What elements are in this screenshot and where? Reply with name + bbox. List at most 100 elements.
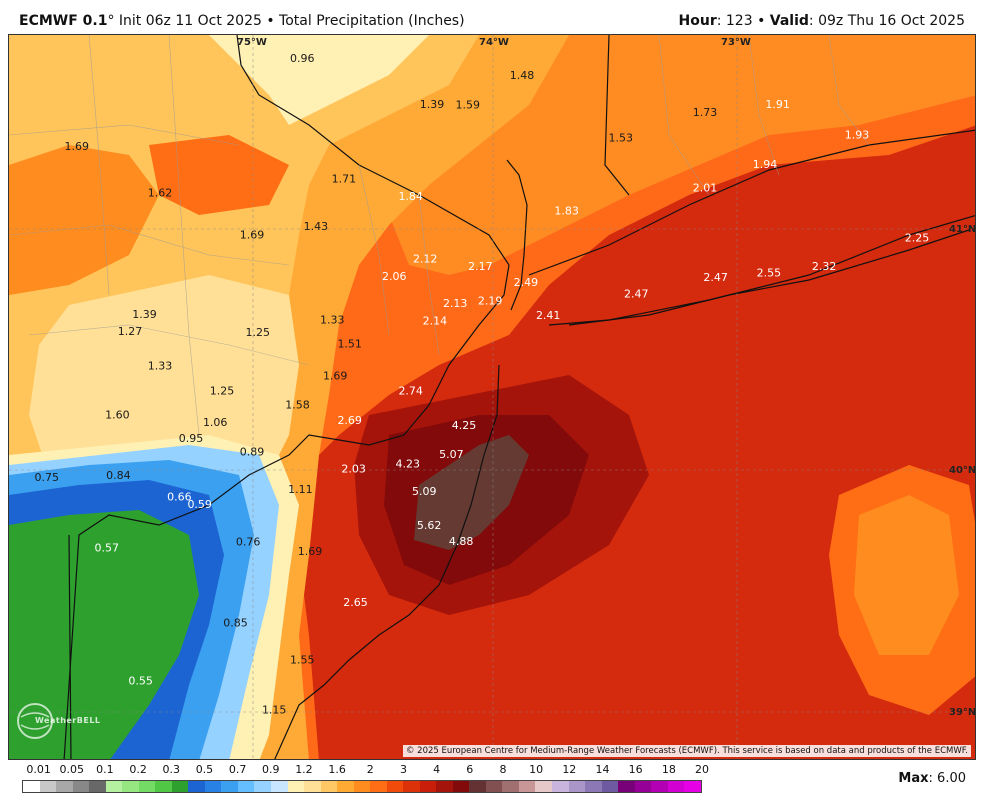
colorbar-tick-label: 4 bbox=[433, 763, 441, 776]
colorbar-swatch bbox=[188, 781, 205, 792]
field-orange-north bbox=[149, 135, 289, 215]
hudson-river bbox=[506, 159, 528, 311]
colorbar-swatch bbox=[89, 781, 106, 792]
point-value-label: 1.69 bbox=[65, 140, 90, 153]
delaware-river bbox=[63, 264, 510, 759]
point-value-label: 1.69 bbox=[323, 370, 348, 383]
point-value-label: 1.69 bbox=[298, 545, 323, 558]
point-value-label: 1.83 bbox=[554, 205, 579, 218]
lon-label-74w: 74°W bbox=[479, 37, 509, 48]
point-value-label: 2.12 bbox=[413, 253, 438, 266]
point-value-label: 1.43 bbox=[304, 220, 329, 233]
colorbar-swatch bbox=[72, 781, 90, 792]
init-description: Init 06z 11 Oct 2025 • Total Precipitati… bbox=[114, 13, 465, 29]
colorbar-swatch bbox=[568, 781, 586, 792]
colorbar-swatch bbox=[651, 781, 668, 792]
point-value-label: 1.62 bbox=[148, 187, 173, 200]
point-value-label: 5.62 bbox=[417, 519, 442, 532]
point-value-label: 1.73 bbox=[693, 106, 718, 119]
point-value-label: 0.84 bbox=[106, 469, 131, 482]
point-value-label: 2.14 bbox=[423, 314, 448, 327]
colorbar-swatch bbox=[353, 781, 371, 792]
point-value-label: 0.55 bbox=[128, 674, 153, 687]
logo-globe-icon bbox=[17, 703, 53, 739]
point-value-label: 2.47 bbox=[703, 271, 728, 284]
colorbar-tick-label: 0.3 bbox=[162, 763, 181, 776]
colorbar-swatch bbox=[386, 781, 404, 792]
lat-label-40n: 40°N bbox=[949, 465, 976, 476]
graticule-labels: 75°W 74°W 73°W 41°N 40°N 39°N bbox=[237, 37, 976, 718]
county-lines bbox=[9, 35, 870, 436]
colorbar-swatch bbox=[618, 781, 635, 792]
lat-label-41n: 41°N bbox=[949, 224, 976, 235]
state-border-ny-ct bbox=[604, 35, 630, 196]
field-brown bbox=[414, 435, 529, 550]
lat-label-39n: 39°N bbox=[949, 707, 976, 718]
colorbar-tick-label: 0.7 bbox=[228, 763, 247, 776]
point-value-label: 2.47 bbox=[624, 288, 649, 301]
colorbar-swatch bbox=[585, 781, 602, 792]
precipitation-map[interactable]: 75°W 74°W 73°W 41°N 40°N 39°N 0.96 1.48 1.… bbox=[8, 34, 976, 760]
colorbar-swatch bbox=[287, 781, 305, 792]
logo-text: WeatherBELL bbox=[35, 716, 101, 725]
colorbar-tick-label: 20 bbox=[695, 763, 709, 776]
colorbar-tick-label: 8 bbox=[499, 763, 507, 776]
field-orange-west bbox=[9, 145, 159, 295]
colorbar-tick-label: 10 bbox=[529, 763, 544, 776]
colorbar-swatch bbox=[254, 781, 271, 792]
colorbar-swatch bbox=[23, 781, 40, 792]
point-value-label: 1.39 bbox=[420, 98, 445, 111]
max-value-readout: Max: 6.00 bbox=[898, 771, 966, 786]
copyright-notice: © 2025 European Centre for Medium-Range … bbox=[402, 745, 971, 757]
point-value-label: 2.41 bbox=[536, 309, 561, 322]
point-value-label: 1.91 bbox=[765, 98, 790, 111]
colorbar-swatch bbox=[237, 781, 255, 792]
colorbar-tick-label: 12 bbox=[562, 763, 577, 776]
colorbar-swatch bbox=[535, 781, 552, 792]
colorbar-swatch bbox=[370, 781, 387, 792]
point-value-label: 5.09 bbox=[412, 485, 437, 498]
colorbar-tick-label: 6 bbox=[466, 763, 474, 776]
point-value-label: 1.39 bbox=[132, 308, 157, 321]
point-value-label: 4.25 bbox=[452, 419, 477, 432]
point-value-labels: 0.96 1.48 1.39 1.59 1.73 1.91 1.53 1.93 1.69 1.94… bbox=[35, 52, 930, 716]
lon-label-75w: 75°W bbox=[237, 37, 267, 48]
colorbar-swatch bbox=[155, 781, 172, 792]
field-green bbox=[9, 510, 199, 759]
point-value-label: 1.06 bbox=[203, 416, 228, 429]
point-value-label: 2.19 bbox=[478, 295, 503, 308]
point-value-label: 2.65 bbox=[343, 596, 368, 609]
colorbar-swatch bbox=[452, 781, 470, 792]
point-value-label: 1.48 bbox=[510, 69, 535, 82]
field-amber-east bbox=[854, 495, 959, 655]
point-value-label: 1.25 bbox=[210, 385, 235, 398]
state-border-ny-nj bbox=[236, 35, 510, 266]
nj-coast bbox=[274, 364, 500, 759]
colorbar-swatch bbox=[56, 781, 73, 792]
point-value-label: 1.25 bbox=[246, 326, 271, 339]
colorbar-swatch bbox=[204, 781, 222, 792]
colorbar-tick-label: 2 bbox=[366, 763, 374, 776]
point-value-label: 1.33 bbox=[148, 359, 173, 372]
point-value-label: 1.33 bbox=[320, 314, 345, 327]
colorbar-swatch bbox=[436, 781, 453, 792]
colorbar-tick-label: 0.5 bbox=[195, 763, 214, 776]
colorbar-tick-label: 0.1 bbox=[96, 763, 114, 776]
point-value-label: 4.23 bbox=[396, 457, 421, 470]
point-value-label: 2.25 bbox=[905, 232, 930, 245]
point-value-label: 0.66 bbox=[167, 491, 192, 504]
map-canvas: 75°W 74°W 73°W 41°N 40°N 39°N 0.96 1.48 1.… bbox=[9, 35, 976, 759]
point-value-label: 2.17 bbox=[468, 260, 493, 273]
colorbar-tick-label: 0.9 bbox=[262, 763, 280, 776]
point-value-label: 0.75 bbox=[35, 471, 60, 484]
state-border-pa-de bbox=[68, 534, 72, 759]
point-value-label: 2.32 bbox=[812, 260, 837, 273]
degree-symbol: ° bbox=[107, 13, 115, 29]
colorbar-tick-label: 18 bbox=[661, 763, 676, 776]
point-value-label: 1.59 bbox=[456, 99, 481, 112]
point-value-label: 2.55 bbox=[757, 266, 782, 279]
point-value-label: 1.94 bbox=[753, 158, 778, 171]
colorbar-swatch bbox=[552, 781, 569, 792]
point-value-label: 2.49 bbox=[514, 276, 539, 289]
point-value-label: 1.60 bbox=[105, 409, 130, 422]
